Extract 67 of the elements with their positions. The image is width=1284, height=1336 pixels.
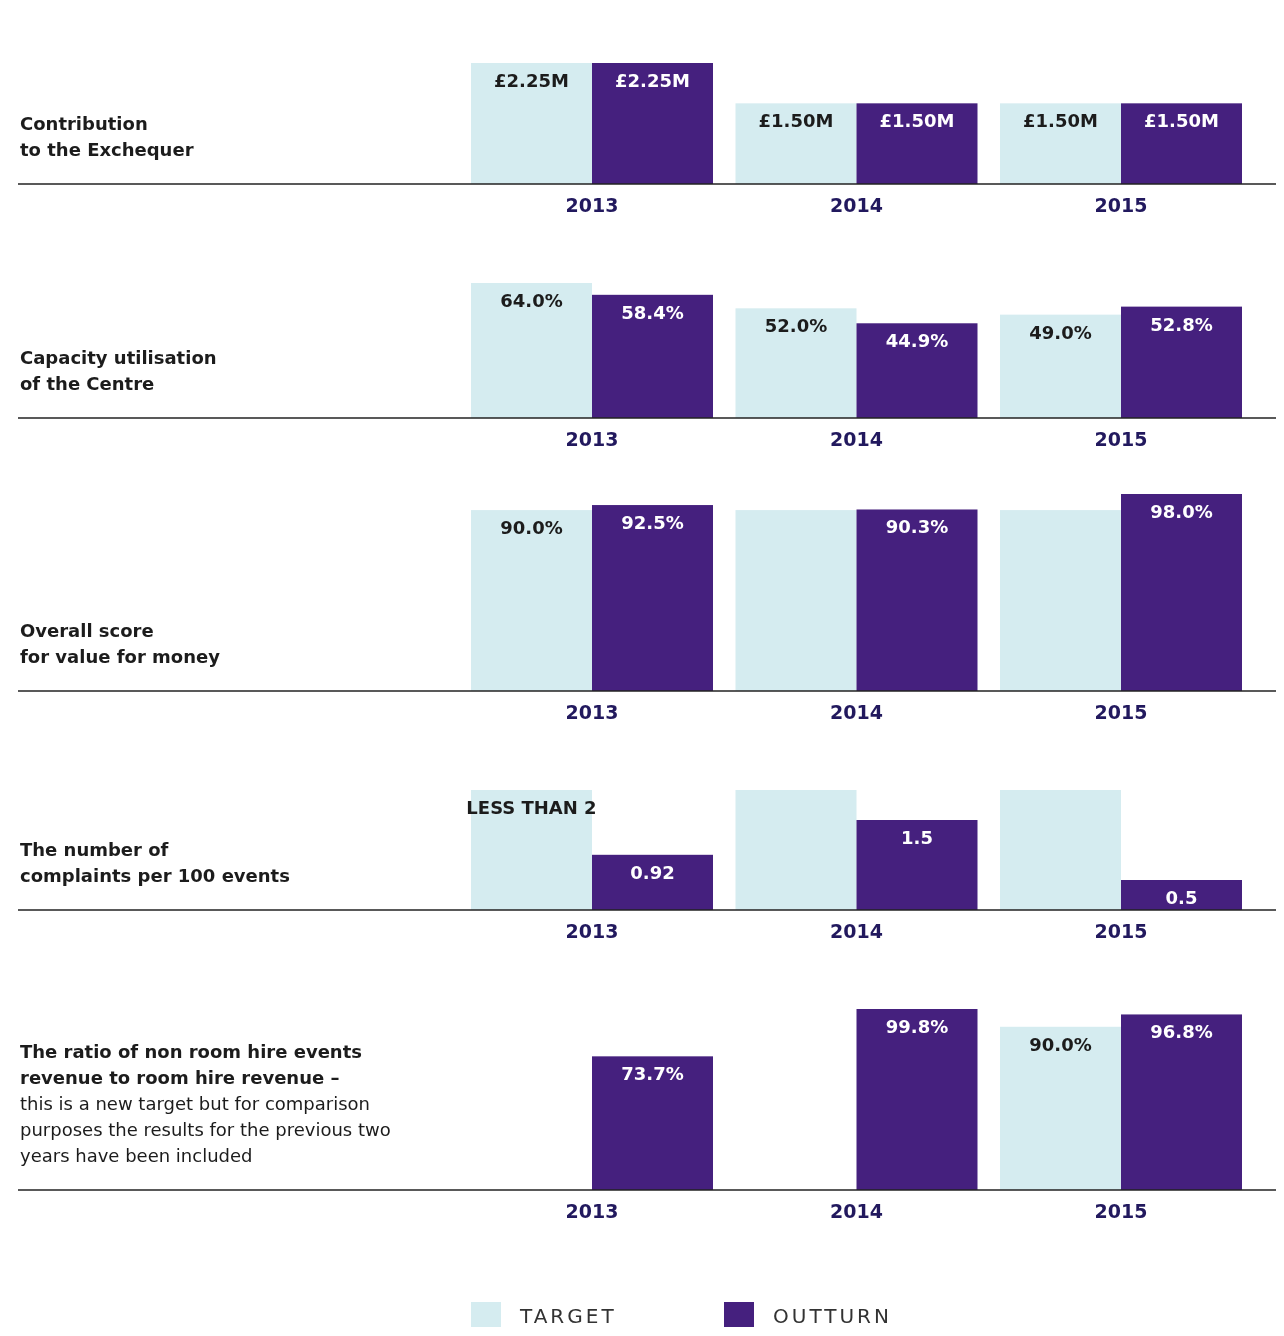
x-tick-label: 2014 <box>830 701 883 723</box>
data-label: £2.25M <box>494 70 569 91</box>
bar <box>735 308 857 418</box>
bar <box>1121 306 1242 418</box>
y-axis-title: Capacity utilisation of the Centre <box>20 347 217 394</box>
bar <box>1121 880 1242 910</box>
x-tick-label: 2013 <box>565 1200 619 1222</box>
data-label: £1.50M <box>758 110 834 132</box>
x-tick-label: 2015 <box>1094 428 1148 450</box>
data-label: £1.50M <box>1023 110 1098 132</box>
data-label: 92.5% <box>621 512 684 534</box>
bar <box>471 510 592 691</box>
data-label: 90.0% <box>1029 1033 1092 1055</box>
legend-label: OUTTURN <box>773 1304 892 1328</box>
bar <box>1121 1014 1242 1190</box>
data-label: 90.3% <box>885 516 949 538</box>
bar <box>1121 494 1242 691</box>
data-label: LESS THAN 2 <box>466 797 597 818</box>
data-label: 73.7% <box>621 1063 684 1085</box>
bar <box>592 505 713 691</box>
bar <box>1000 314 1121 418</box>
data-label: 44.9% <box>885 330 949 352</box>
bar <box>592 854 713 910</box>
bar <box>735 790 857 910</box>
x-tick-label: 2013 <box>565 920 619 942</box>
data-label: 90.0% <box>500 517 563 539</box>
bar <box>856 323 978 418</box>
x-tick-label: 2015 <box>1094 1200 1148 1222</box>
data-label: £1.50M <box>879 110 955 132</box>
data-label: 58.4% <box>621 301 684 323</box>
x-tick-label: 2013 <box>565 194 619 216</box>
x-tick-label: 2015 <box>1094 701 1148 723</box>
data-label: 1.5 <box>901 827 933 848</box>
x-tick-label: 2014 <box>830 194 883 216</box>
text: this is a new target but for comparison purposes the results for the previous two years have been included <box>20 1093 391 1166</box>
data-label: 64.0% <box>500 290 563 311</box>
data-label: £2.25M <box>615 70 690 91</box>
x-tick-label: 2013 <box>565 701 619 723</box>
legend-label: TARGET <box>519 1304 617 1328</box>
bar <box>471 283 592 418</box>
x-tick-label: 2014 <box>830 920 883 942</box>
x-tick-label: 2015 <box>1094 920 1148 942</box>
data-label: 0.92 <box>630 861 675 883</box>
x-tick-label: 2014 <box>830 1200 883 1222</box>
bar <box>1000 790 1121 910</box>
bar <box>592 1056 713 1190</box>
bar <box>735 510 857 691</box>
data-label: £1.50M <box>1144 110 1219 132</box>
data-label: 98.0% <box>1150 501 1213 522</box>
y-axis-title: The number of complaints per 100 events <box>20 839 290 886</box>
bar <box>856 820 978 910</box>
data-label: 52.0% <box>764 315 828 337</box>
data-label: 0.5 <box>1165 887 1198 908</box>
data-label: 49.0% <box>1029 321 1092 343</box>
bar <box>592 294 713 418</box>
y-axis-title: Contribution to the Exchequer <box>20 113 194 160</box>
x-tick-label: 2013 <box>565 428 619 450</box>
bar <box>1000 510 1121 691</box>
data-label: 96.8% <box>1150 1021 1213 1043</box>
data-label: 52.8% <box>1150 313 1213 335</box>
y-axis-title: Overall score for value for money <box>20 620 221 667</box>
bar <box>856 1009 978 1190</box>
bar <box>1000 1026 1121 1190</box>
x-tick-label: 2015 <box>1094 194 1148 216</box>
data-label: 99.8% <box>885 1016 949 1037</box>
x-tick-label: 2014 <box>830 428 883 450</box>
bar <box>856 509 978 691</box>
